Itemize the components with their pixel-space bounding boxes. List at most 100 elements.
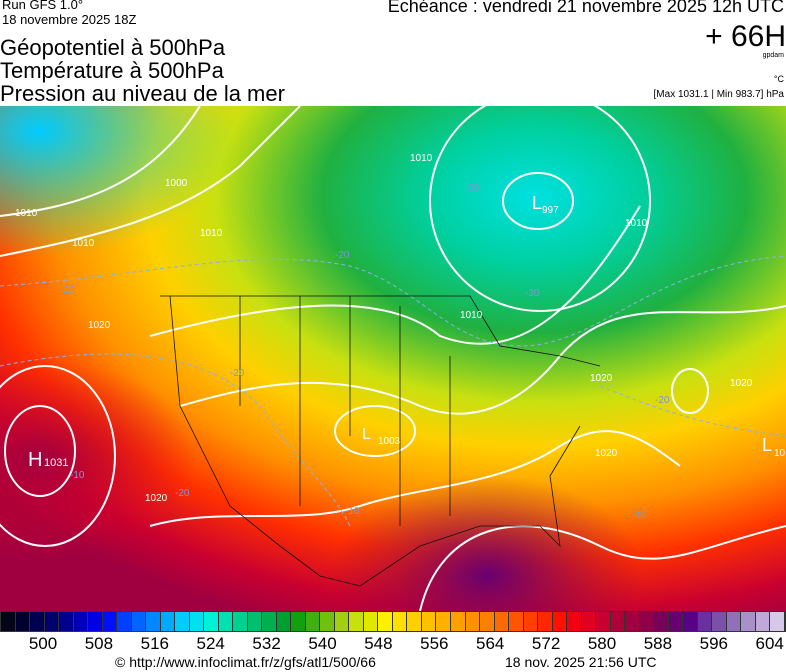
svg-text:-10: -10 [632,510,647,521]
colorbar-tick: 524 [196,634,225,653]
run-date: 18 novembre 2025 18Z [2,12,137,27]
colorbar-swatch [697,612,713,631]
svg-text:-10: -10 [70,470,85,481]
svg-text:1020: 1020 [590,373,613,384]
colorbar-swatch [625,612,640,631]
colorbar-swatch [392,612,408,631]
svg-text:-20: -20 [335,250,350,261]
colorbar-swatch [189,612,205,631]
echeance: Echéance : vendredi 21 novembre 2025 12h… [387,0,784,16]
pressure-range: [Max 1031.1 | Min 983.7] hPa [653,89,784,100]
colorbar-swatch [755,612,771,631]
svg-text:1020: 1020 [88,320,111,331]
colorbar-swatch [334,612,350,631]
colorbar-swatch [102,612,118,631]
colorbar-swatch [262,612,277,631]
colorbar-tick: 508 [84,634,114,653]
colorbar-swatch [146,612,161,631]
colorbar-swatch [567,612,582,631]
pressure-labels: 1000 1010 1010 1020 1020 1020 1010 1010 … [15,153,753,504]
isobars [0,106,786,611]
pressure-centers: H 1031 L 997 L 1003 L 10 [28,193,786,471]
svg-text:-10: -10 [345,506,360,517]
colorbar-swatch [480,612,495,631]
colorbar-tick: 596 [699,634,728,653]
colorbar-swatch [175,612,190,631]
colorbar-swatch [407,612,422,631]
unit-geopotential: gpdam [762,52,784,59]
svg-text:1010: 1010 [460,310,483,321]
colorbar-swatch [436,612,451,631]
colorbar-swatch [44,612,60,631]
colorbar-swatch [726,612,742,631]
svg-text:-20: -20 [230,368,245,379]
lead-time: + 66H [705,20,786,53]
colorbar-tick: 500 [28,634,58,653]
svg-text:1000: 1000 [165,178,188,189]
svg-text:1010: 1010 [72,238,95,249]
colorbar-swatch [378,612,393,631]
colorbar-swatch [639,612,655,631]
colorbar-tick: 532 [252,634,281,653]
colorbar-tick: 556 [420,634,449,653]
colorbar-swatch [276,612,292,631]
colorbar-swatch [596,612,611,631]
colorbar-tick: 572 [531,634,561,653]
colorbar-swatch [465,612,481,631]
colorbar-swatch [712,612,727,631]
colorbar-swatch [218,612,234,631]
isotherms [0,255,786,527]
svg-text:1010: 1010 [15,208,38,219]
run-label: Run GFS 1.0° [2,0,84,12]
colorbar-swatch [450,612,466,631]
colorbar-swatch [363,612,379,631]
svg-text:1010: 1010 [625,218,648,229]
colorbar-tick: 516 [140,634,169,653]
colorbar-swatch [654,612,669,631]
svg-text:997: 997 [542,205,559,216]
colorbar-tick: 564 [476,634,505,653]
colorbar-swatch [131,612,147,631]
svg-text:-30: -30 [525,288,540,299]
svg-text:1020: 1020 [595,448,618,459]
colorbar-swatch [88,612,103,631]
source-url[interactable]: © http://www.infoclimat.fr/z/gfs/atl1/50… [115,654,376,670]
svg-text:1020: 1020 [145,493,168,504]
colorbar-swatch [305,612,321,631]
colorbar-swatch [523,612,539,631]
colorbar [0,611,786,632]
colorbar-swatch [247,612,263,631]
colorbar-swatch [610,612,626,631]
colorbar-swatch [73,612,89,631]
svg-text:1031: 1031 [44,457,68,469]
svg-text:-20: -20 [60,285,75,296]
colorbar-swatch [668,612,684,631]
colorbar-tick: 548 [364,634,393,653]
title-temperature: Température à 500hPa [0,58,224,83]
colorbar-tick: 588 [643,634,673,653]
svg-text:1010: 1010 [410,153,433,164]
colorbar-swatch [160,612,176,631]
colorbar-swatch [538,612,553,631]
colorbar-swatch [117,612,132,631]
svg-text:1010: 1010 [200,228,223,239]
colorbar-swatch [741,612,756,631]
colorbar-swatch [204,612,219,631]
title-pressure: Pression au niveau de la mer [0,81,285,106]
colorbar-swatch [683,612,698,631]
svg-text:H: H [28,449,42,471]
svg-text:1020: 1020 [730,378,753,389]
svg-text:L: L [532,193,542,213]
colorbar-tick: 540 [308,634,337,653]
colorbar-swatch [494,612,510,631]
colorbar-swatch [581,612,597,631]
colorbar-swatch [291,612,306,631]
svg-text:1003: 1003 [378,436,401,447]
title-geopotential: Géopotentiel à 500hPa [0,35,226,60]
colorbar-swatch [233,612,248,631]
timestamp: 18 nov. 2025 21:56 UTC [505,654,657,670]
svg-text:L: L [762,435,772,455]
colorbar-swatch [320,612,335,631]
colorbar-swatch [509,612,524,631]
colorbar-swatch [421,612,437,631]
